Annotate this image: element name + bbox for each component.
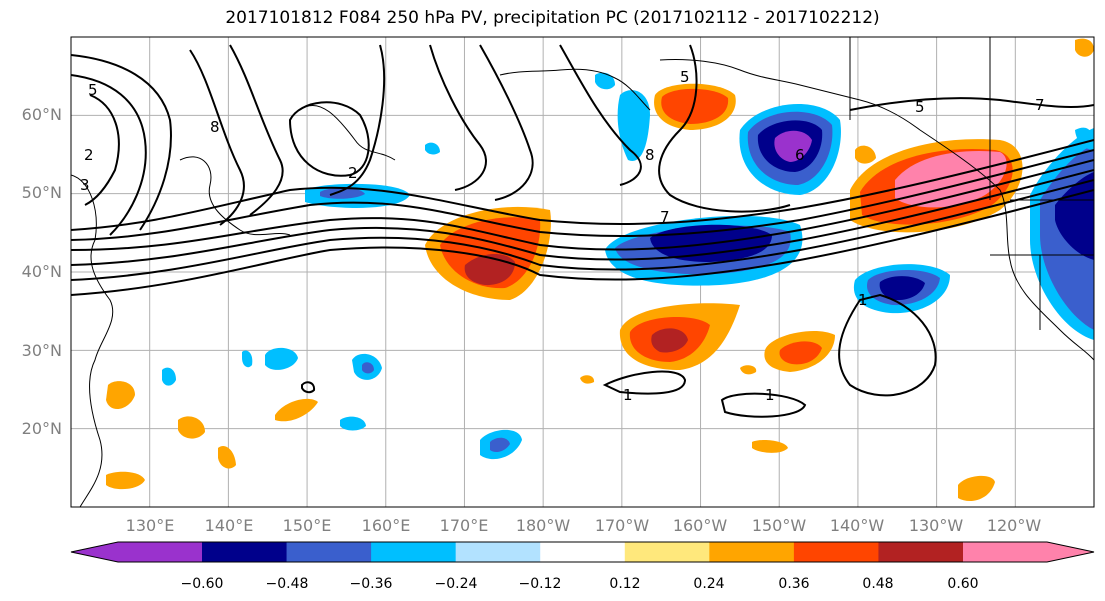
contour-label: 5 [915, 98, 925, 116]
colorbar-segment [878, 542, 964, 562]
colorbar-tick: 0.48 [862, 576, 893, 592]
lon-label: 140°E [205, 516, 254, 535]
colorbar-tick: −0.48 [266, 576, 309, 592]
colorbar [70, 541, 1095, 563]
lat-label: 60°N [22, 105, 62, 124]
contour-label: 5 [88, 81, 98, 99]
colorbar-ticks: −0.60 −0.48 −0.36 −0.24 −0.12 0.12 0.24 … [181, 576, 979, 592]
colorbar-tick: −0.24 [435, 576, 478, 592]
contour-label: 8 [645, 146, 655, 164]
colorbar-segment [455, 542, 541, 562]
lat-label: 40°N [22, 262, 62, 281]
colorbar-tick: −0.60 [181, 576, 224, 592]
contour-label: 1 [623, 386, 633, 404]
colorbar-segment [71, 542, 202, 562]
colorbar-segment [286, 542, 372, 562]
lon-label: 140°W [830, 516, 885, 535]
contour-label: 1 [765, 386, 775, 404]
colorbar-segment [963, 542, 1094, 562]
colorbar-tick: 0.36 [778, 576, 809, 592]
contour-label: 6 [795, 146, 805, 164]
colorbar-segment [709, 542, 795, 562]
colorbar-segment [793, 542, 879, 562]
map-title: 2017101812 F084 250 hPa PV, precipitatio… [225, 8, 880, 28]
colorbar-tick: −0.36 [350, 576, 393, 592]
pv-contours [71, 44, 1094, 418]
contour-label: 1 [858, 291, 868, 309]
lon-label: 160°W [673, 516, 728, 535]
contour-label: 3 [80, 176, 90, 194]
lon-label: 120°W [987, 516, 1042, 535]
lat-label: 50°N [22, 183, 62, 202]
colorbar-tick: −0.12 [519, 576, 562, 592]
colorbar-segment [624, 542, 710, 562]
colorbar-segment [371, 542, 457, 562]
lon-label: 130°W [909, 516, 964, 535]
contour-label: 8 [210, 118, 220, 136]
lon-label: 160°E [362, 516, 411, 535]
contour-label: 7 [660, 208, 670, 226]
colorbar-outline [70, 541, 1095, 563]
contour-labels: 5 8 7 2 1 1 1 8 7 5 5 3 2 6 [80, 68, 1045, 404]
colorbar-tick: 0.24 [693, 576, 724, 592]
contour-label: 2 [348, 164, 358, 182]
latitude-labels: 60°N 50°N 40°N 30°N 20°N [22, 105, 62, 438]
coastlines [71, 37, 1094, 507]
contour-label: 7 [1035, 96, 1045, 114]
lat-label: 30°N [22, 341, 62, 360]
colorbar-segment [202, 542, 288, 562]
contour-label: 2 [84, 146, 94, 164]
lon-label: 170°E [440, 516, 489, 535]
map-frame [70, 36, 1095, 508]
lon-label: 150°E [283, 516, 332, 535]
lat-label: 20°N [22, 419, 62, 438]
colorbar-tick: 0.12 [609, 576, 640, 592]
lon-label: 170°W [595, 516, 650, 535]
colorbar-tick: 0.60 [947, 576, 978, 592]
longitude-labels: 130°E 140°E 150°E 160°E 170°E 180°W 170°… [126, 516, 1042, 535]
lon-label: 130°E [126, 516, 175, 535]
colorbar-segment [540, 542, 626, 562]
contour-label: 5 [680, 68, 690, 86]
lon-label: 180°W [516, 516, 571, 535]
lon-label: 150°W [752, 516, 807, 535]
